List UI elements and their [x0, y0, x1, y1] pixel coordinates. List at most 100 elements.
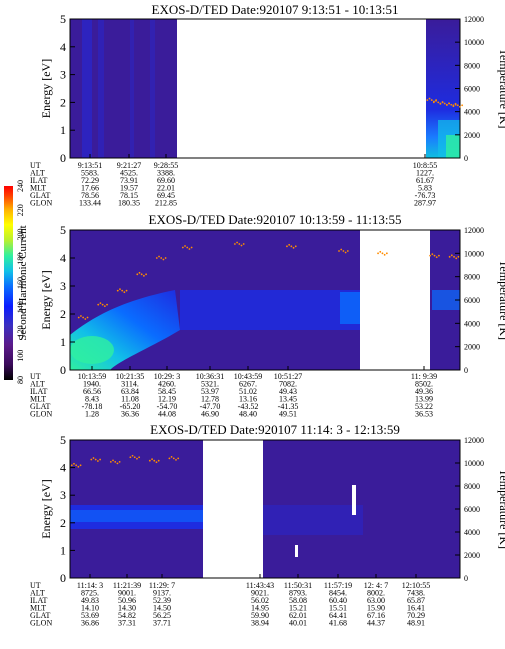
temperature-point: [242, 243, 245, 245]
left-axis-tick-label: 0: [60, 151, 66, 165]
orbit-table-cell: 212.85: [155, 199, 177, 208]
temperature-point: [80, 315, 82, 317]
orbit-table-cell: 10:13:59: [78, 372, 106, 381]
temperature-point: [455, 257, 458, 260]
orbit-table-cell: 54.82: [118, 611, 136, 620]
temperature-point: [236, 241, 238, 244]
temperature-point: [457, 255, 460, 258]
temperature-point: [97, 303, 100, 306]
orbit-table-cell: 12:10:55: [402, 581, 430, 590]
orbit-table-cell: 9021.: [251, 589, 269, 598]
temperature-point: [175, 459, 177, 461]
orbit-table-cell: 10:43:59: [234, 372, 262, 381]
right-axis-tick-label: 12000: [464, 226, 484, 235]
temperature-point: [344, 251, 347, 254]
temperature-point: [430, 99, 433, 101]
orbit-table-cell: 11:21:39: [113, 581, 141, 590]
panel-3: EXOS-D/TED Date:920107 11:14: 3 - 12:13:…: [70, 422, 460, 578]
temperature-point: [385, 252, 388, 255]
orbit-table-cell: 11:50:31: [284, 581, 312, 590]
orbit-table-cell: 11:43:43: [246, 581, 274, 590]
orbit-table-cell: 52.39: [153, 596, 171, 605]
orbit-table-cell: 12: 4: 7: [364, 581, 388, 590]
orbit-table-cell: 78.56: [81, 191, 99, 200]
orbit-table-cell: 63.84: [121, 387, 139, 396]
orbit-table-cell: 15.51: [329, 604, 347, 613]
temperature-point: [383, 253, 386, 256]
colorbar-tick-label: 140: [16, 301, 25, 313]
orbit-table-cell: 58.08: [289, 596, 307, 605]
orbit-table-cell: 49.43: [279, 387, 297, 396]
colorbar-tick-label: 200: [16, 229, 25, 241]
left-axis-tick-label: 1: [60, 543, 66, 557]
orbit-table-cell: 67.16: [367, 611, 385, 620]
orbit-table-cell: 5.83: [418, 184, 432, 193]
orbit-table-row-label: MLT: [30, 184, 46, 193]
orbit-table-cell: 44.08: [158, 410, 176, 419]
temperature-point: [77, 465, 80, 468]
orbit-table-cell: 11:14: 3: [77, 581, 103, 590]
temperature-point: [342, 250, 345, 252]
orbit-table-cell: 17.66: [81, 184, 99, 193]
orbit-table-cell: 70.29: [407, 611, 425, 620]
orbit-table-cell: 180.35: [118, 199, 140, 208]
orbit-table-row-label: UT: [30, 372, 41, 381]
temperature-point: [125, 289, 128, 292]
orbit-table-cell: 5321.: [201, 380, 219, 389]
orbit-table-cell: 61.67: [416, 176, 434, 185]
temperature-point: [433, 254, 436, 257]
temperature-point: [153, 459, 156, 462]
panel-2-ylabel-left: Energy [eV]: [39, 270, 53, 329]
temperature-point: [158, 255, 160, 258]
orbit-table-row-label: ILAT: [30, 387, 47, 396]
orbit-table-row-label: GLAT: [30, 191, 51, 200]
left-axis-tick-label: 5: [60, 223, 66, 237]
temperature-point: [112, 459, 114, 462]
temperature-point: [448, 102, 450, 105]
temperature-point: [121, 289, 124, 292]
temperature-point: [461, 104, 464, 107]
panel-1-title: EXOS-D/TED Date:920107 9:13:51 - 10:13:5…: [152, 2, 399, 17]
temperature-point: [233, 243, 236, 245]
temperature-point: [92, 457, 95, 459]
orbit-table-row-label: GLAT: [30, 402, 51, 411]
orbit-table-row-label: GLON: [30, 410, 52, 419]
temperature-point: [381, 252, 384, 255]
orbit-table-row-label: MLT: [30, 604, 46, 613]
temperature-point: [148, 459, 151, 462]
panel-3-axes: 0 1 2 3 4 5 0 2000 4000 6000 8000 10000 12000 Energy …: [30, 433, 505, 628]
temperature-point: [160, 257, 163, 259]
left-axis-tick-label: 4: [60, 251, 66, 265]
left-axis-tick-label: 3: [60, 279, 66, 293]
orbit-table-cell: 8454.: [329, 589, 347, 598]
orbit-table-row-label: ILAT: [30, 596, 47, 605]
orbit-table-row-label: UT: [30, 161, 41, 170]
temperature-point: [84, 318, 87, 320]
orbit-table-row-label: ALT: [30, 589, 45, 598]
orbit-table-cell: 53.22: [415, 402, 433, 411]
right-axis-tick-label: 12000: [464, 436, 484, 445]
temperature-point: [432, 101, 435, 104]
right-axis-tick-label: 10000: [464, 249, 484, 258]
right-axis-tick-label: 8000: [464, 273, 480, 282]
orbit-table-cell: 11.08: [121, 395, 139, 404]
right-axis-tick-label: 4000: [464, 319, 480, 328]
orbit-table-cell: 3388.: [157, 169, 175, 178]
panel-2-ylabel-right: Temperature [K]: [497, 260, 505, 340]
orbit-table-cell: 53.97: [201, 387, 219, 396]
panel-2-title: EXOS-D/TED Date:920107 10:13:59 - 11:13:…: [149, 212, 402, 227]
orbit-table-cell: 69.45: [157, 191, 175, 200]
right-axis-tick-label: 4000: [464, 108, 480, 117]
orbit-table-cell: 12.78: [201, 395, 219, 404]
right-axis-tick-label: 0: [464, 574, 468, 583]
left-axis-tick-label: 0: [60, 571, 66, 585]
temperature-point: [431, 253, 434, 256]
orbit-table-cell: 36.53: [415, 410, 433, 419]
orbit-table-row-label: GLON: [30, 199, 52, 208]
right-axis-tick-label: 2000: [464, 551, 480, 560]
orbit-table-cell: 65.87: [407, 596, 425, 605]
temperature-point: [136, 273, 139, 276]
left-axis-tick-label: 1: [60, 123, 66, 137]
orbit-table-cell: 11: 9:39: [411, 372, 437, 381]
